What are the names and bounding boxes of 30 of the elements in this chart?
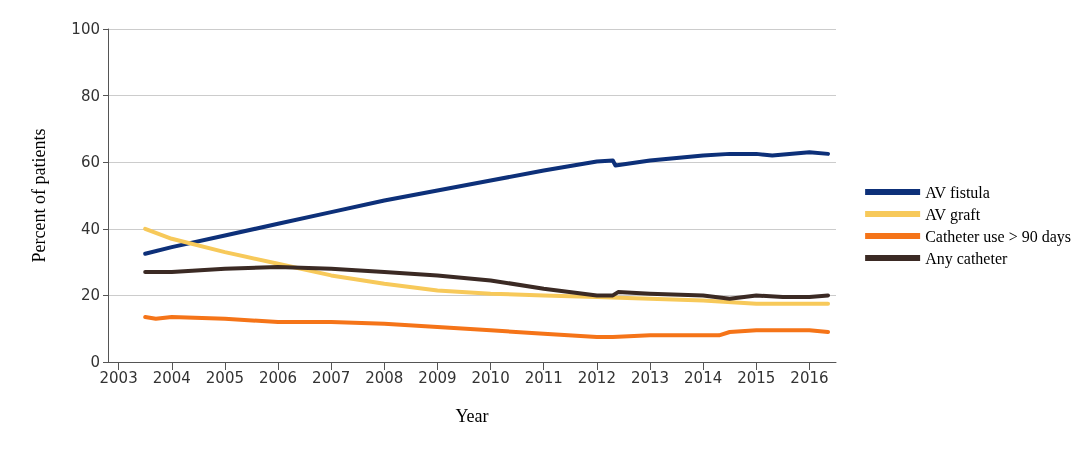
- x-tick-label: 2005: [205, 368, 244, 387]
- y-tick-label: 20: [80, 286, 100, 305]
- x-tick-label: 2003: [99, 368, 138, 387]
- line-series: [143, 150, 831, 256]
- line-series: [143, 265, 831, 301]
- x-tick-label: 2010: [471, 368, 510, 387]
- legend-label: AV graft: [925, 205, 981, 224]
- x-tick-label: 2011: [524, 368, 563, 387]
- y-tick-label: 0: [90, 353, 100, 371]
- legend-label: AV fistula: [925, 183, 990, 201]
- x-tick-label: 2013: [630, 368, 670, 387]
- y-tick-label: 40: [80, 219, 100, 238]
- legend-label: Any catheter: [925, 249, 1008, 268]
- x-tick-label: 2015: [737, 368, 776, 387]
- x-tick-label: 2014: [684, 368, 723, 387]
- x-tick-label: 2006: [258, 368, 298, 387]
- x-tick-label: 2016: [790, 368, 829, 387]
- line-series: [143, 315, 831, 340]
- x-axis-title: Year: [455, 406, 489, 426]
- x-tick-label: 2004: [152, 368, 191, 387]
- x-tick-label: 2008: [365, 368, 404, 387]
- y-tick-label: 60: [80, 153, 100, 172]
- y-tick-label: 80: [80, 86, 100, 105]
- x-tick-label: 2007: [312, 368, 351, 387]
- y-axis-title: Percent of patients: [29, 128, 49, 263]
- y-tick-label: 100: [71, 20, 100, 38]
- legend-label: Catheter use > 90 days: [925, 227, 1071, 246]
- x-tick-label: 2009: [418, 368, 457, 387]
- line-series: [143, 226, 831, 306]
- x-tick-label: 2012: [577, 368, 616, 387]
